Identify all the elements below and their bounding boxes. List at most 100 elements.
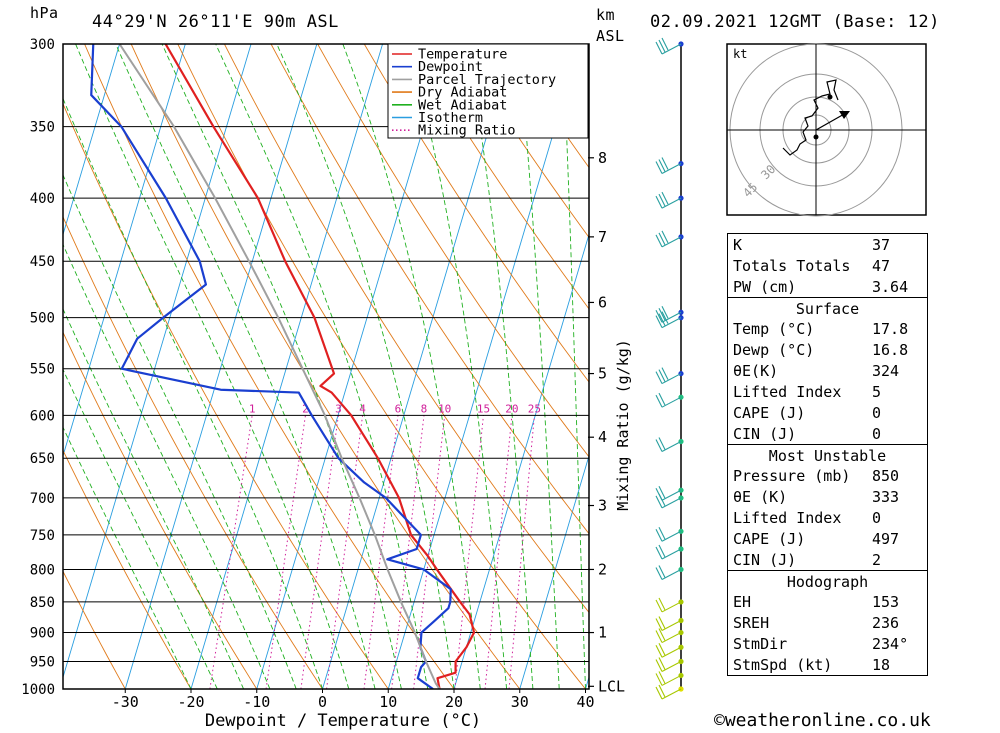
index-row: CAPE (J) 0 xyxy=(733,404,882,422)
wind-barb-icon xyxy=(655,493,682,509)
legend-label: Temperature xyxy=(418,47,507,63)
isotherm-line xyxy=(256,44,449,689)
legend-label: Parcel Trajectory xyxy=(418,72,556,88)
wet-adiabat-line xyxy=(161,44,402,689)
pressure-tick-label: 750 xyxy=(30,528,55,544)
index-row: Pressure (mb) 850 xyxy=(733,467,900,485)
site-credit-link[interactable]: ©weatheronline.co.uk xyxy=(714,710,931,731)
legend-label: Wet Adiabat xyxy=(418,97,507,113)
isotherm-line xyxy=(519,454,589,689)
index-row: StmSpd (kt) 18 xyxy=(733,656,891,674)
isotherm-line xyxy=(63,44,252,679)
mixing-ratio-line xyxy=(484,415,513,689)
index-row: Dewp (°C) 16.8 xyxy=(733,341,909,359)
pressure-tick-label: 1000 xyxy=(21,682,55,698)
x-tick-label: 10 xyxy=(379,693,397,711)
index-row: θE (K) 333 xyxy=(733,488,900,506)
km-tick-label: 4 xyxy=(598,428,607,446)
wind-barb-icon xyxy=(655,657,682,673)
dry-adiabat-line xyxy=(317,44,589,458)
mixing-ratio-axis-label: Mixing Ratio (g/kg) xyxy=(614,339,632,511)
wind-barb-icon xyxy=(655,230,682,248)
most-unstable-section-title: Most Unstable xyxy=(728,444,927,465)
x-tick-label: -10 xyxy=(243,693,270,711)
wind-barb-icon xyxy=(655,642,682,658)
wet-adiabat-line xyxy=(276,44,455,689)
wind-barb-icon xyxy=(655,616,682,632)
pressure-tick-label: 350 xyxy=(30,120,55,136)
isotherm-line xyxy=(124,44,318,689)
mixing-ratio-line xyxy=(363,415,399,689)
mixing-ratio-label: 2 xyxy=(302,402,309,415)
wet-adiabat-line xyxy=(466,44,534,689)
wind-barb-icon xyxy=(655,527,682,542)
dry-adiabat-line xyxy=(410,44,589,310)
dry-adiabat-line xyxy=(63,449,192,689)
index-row: StmDir 234° xyxy=(733,635,909,653)
legend-label: Mixing Ratio xyxy=(418,123,516,139)
hpa-axis-label: hPa xyxy=(30,4,59,22)
x-tick-label: 30 xyxy=(511,693,529,711)
x-tick-label: 0 xyxy=(318,693,327,711)
mixing-ratio-line xyxy=(391,415,425,689)
x-tick-label: -20 xyxy=(177,693,204,711)
isotherm-line xyxy=(387,44,581,689)
temperature-trace xyxy=(164,44,476,689)
mixing-ratio-label: 25 xyxy=(528,402,541,415)
km-tick-label: 5 xyxy=(598,365,607,383)
pressure-tick-label: 850 xyxy=(30,595,55,611)
dry-adiabat-line xyxy=(84,44,455,689)
plot-frame xyxy=(62,43,590,690)
storm-motion-vector xyxy=(815,112,847,131)
pressure-tick-label: 600 xyxy=(30,408,55,424)
dry-adiabat-line xyxy=(270,44,589,535)
surface-indices: Temp (°C) 17.8 Dewp (°C) 16.8 θE(K) 324 Lif… xyxy=(728,318,927,444)
mixing-ratio-line xyxy=(326,415,364,689)
pressure-tick-label: 700 xyxy=(30,491,55,507)
mixing-ratio-label: 20 xyxy=(505,402,518,415)
wind-barb-icon xyxy=(655,157,682,175)
wind-barb-icon xyxy=(655,392,682,408)
hodograph-section-title: Hodograph xyxy=(728,570,927,591)
index-row: PW (cm) 3.64 xyxy=(733,278,909,296)
wind-barb-icon xyxy=(655,367,682,385)
wind-barb-icon xyxy=(655,565,682,580)
wind-barb-icon xyxy=(655,684,682,700)
wind-barb-icon xyxy=(655,671,682,686)
mixing-ratio-line xyxy=(300,415,339,689)
km-tick-label: 7 xyxy=(598,228,607,246)
wind-barb-icon xyxy=(655,37,682,55)
pressure-tick-label: 650 xyxy=(30,451,55,467)
sounding-datetime: 02.09.2021 12GMT (Base: 12) xyxy=(650,12,940,32)
isotherm-line xyxy=(63,44,186,458)
index-row: EH 153 xyxy=(733,593,900,611)
wind-barbs xyxy=(655,37,684,700)
index-row: Lifted Index 0 xyxy=(733,509,882,527)
mixing-ratio-label: 8 xyxy=(421,402,428,415)
km-tick-label: 8 xyxy=(598,149,607,167)
surface-section-title: Surface xyxy=(728,297,927,318)
x-tick-label: 20 xyxy=(445,693,463,711)
indices-table: K 37 Totals Totals 47 PW (cm) 3.64 Surface … xyxy=(727,233,928,676)
km-tick-label: 2 xyxy=(598,560,607,578)
wind-barb-icon xyxy=(655,191,682,209)
mixing-ratio-label: 10 xyxy=(438,402,451,415)
height-axis: 8 7 6 5 4 3 2 1 LCL xyxy=(588,44,682,695)
km-tick-label: LCL xyxy=(598,677,625,695)
index-row: SREH 236 xyxy=(733,614,900,632)
pressure-tick-label: 400 xyxy=(30,191,55,207)
index-row: K 37 xyxy=(733,236,891,254)
pressure-tick-label: 550 xyxy=(30,362,55,378)
mixing-ratio-line xyxy=(209,415,253,689)
mixing-ratio-label: 15 xyxy=(477,402,490,415)
wet-adiabat-line xyxy=(63,243,271,689)
mixing-ratio-label: 3 xyxy=(335,402,342,415)
index-row: CIN (J) 0 xyxy=(733,425,882,443)
most-unstable-indices: Pressure (mb) 850 θE (K) 333 Lifted Index 0… xyxy=(728,465,927,570)
wet-adiabat-line xyxy=(562,44,586,689)
x-axis-label: Dewpoint / Temperature (°C) xyxy=(205,711,481,731)
wind-barb-icon xyxy=(655,437,682,452)
pressure-tick-label: 500 xyxy=(30,311,55,327)
